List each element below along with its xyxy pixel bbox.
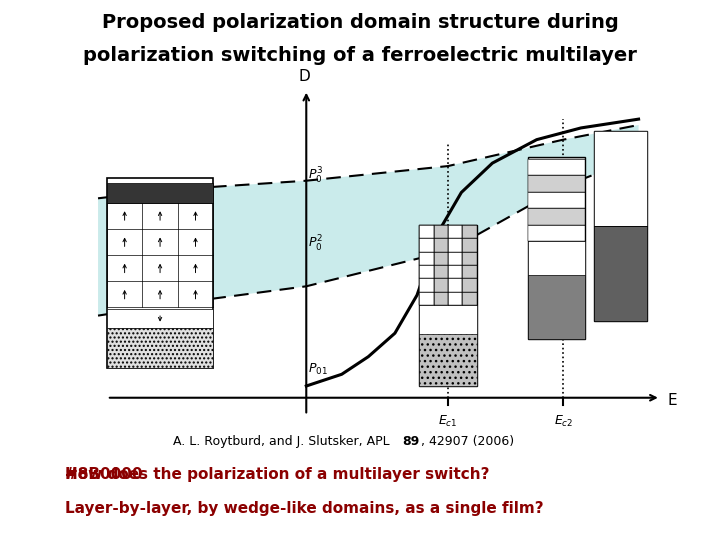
Bar: [528, 157, 585, 339]
Text: $P_0^2$: $P_0^2$: [308, 234, 323, 254]
Bar: [462, 292, 477, 305]
Text: $P_0^3$: $P_0^3$: [308, 166, 324, 186]
Bar: [433, 279, 448, 292]
Bar: [528, 159, 585, 176]
Bar: [433, 238, 448, 252]
Bar: [419, 334, 477, 386]
Bar: [528, 208, 585, 225]
Text: Proposed polarization domain structure during: Proposed polarization domain structure d…: [102, 14, 618, 32]
Bar: [528, 241, 585, 275]
Bar: [107, 184, 213, 202]
Bar: [462, 279, 477, 292]
Bar: [528, 176, 585, 192]
Bar: [107, 178, 213, 368]
Bar: [107, 328, 213, 368]
Bar: [419, 238, 433, 252]
Bar: [448, 292, 462, 305]
Bar: [528, 275, 585, 339]
Text: A. L. Roytburd, and J. Slutsker, APL: A. L. Roytburd, and J. Slutsker, APL: [173, 435, 393, 448]
Bar: [594, 226, 647, 321]
Bar: [462, 252, 477, 265]
Bar: [448, 252, 462, 265]
Bar: [419, 305, 477, 334]
Bar: [433, 292, 448, 305]
Bar: [448, 238, 462, 252]
Bar: [419, 292, 433, 305]
Text: 89: 89: [402, 435, 419, 448]
Text: Layer-by-layer, by wedge-like domains, as a single film?: Layer-by-layer, by wedge-like domains, a…: [65, 501, 544, 516]
Text: #8B0000: #8B0000: [65, 467, 143, 482]
Text: D: D: [298, 69, 310, 84]
Bar: [594, 131, 647, 321]
Bar: [448, 279, 462, 292]
Bar: [528, 192, 585, 208]
Bar: [448, 225, 462, 238]
Bar: [419, 225, 477, 386]
Text: $P_{01}$: $P_{01}$: [308, 362, 328, 377]
Bar: [433, 225, 448, 238]
Bar: [433, 265, 448, 279]
Text: $E_{c2}$: $E_{c2}$: [554, 414, 573, 429]
Text: $E_{c1}$: $E_{c1}$: [438, 414, 458, 429]
Polygon shape: [98, 125, 639, 315]
Bar: [419, 252, 433, 265]
Bar: [419, 265, 433, 279]
Bar: [462, 265, 477, 279]
Text: polarization switching of a ferroelectric multilayer: polarization switching of a ferroelectri…: [83, 46, 637, 65]
Text: E: E: [667, 393, 677, 408]
Bar: [448, 265, 462, 279]
Text: How does the polarization of a multilayer switch?: How does the polarization of a multilaye…: [65, 467, 490, 482]
Bar: [462, 225, 477, 238]
Bar: [107, 309, 213, 328]
Bar: [594, 131, 647, 226]
Bar: [528, 225, 585, 241]
Bar: [462, 238, 477, 252]
Bar: [419, 225, 433, 238]
Bar: [433, 252, 448, 265]
Bar: [419, 279, 433, 292]
Text: , 42907 (2006): , 42907 (2006): [421, 435, 514, 448]
